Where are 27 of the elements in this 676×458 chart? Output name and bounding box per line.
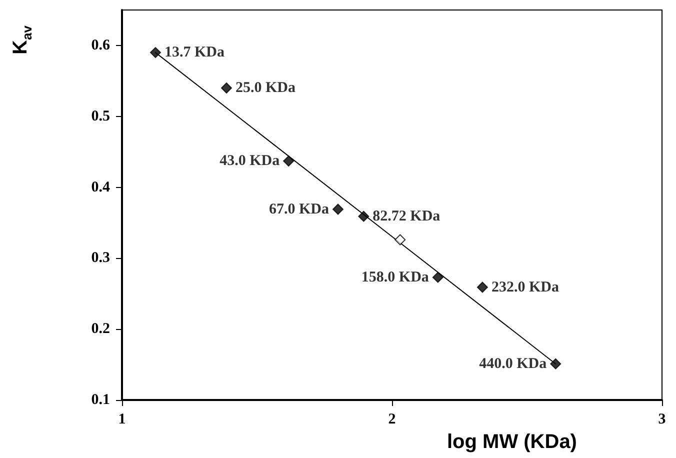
x-tick-label: 1 xyxy=(118,412,126,428)
annotation: 82.72 KDa xyxy=(372,208,441,224)
annotation: 440.0 KDa xyxy=(479,356,548,372)
x-tick-label: 2 xyxy=(388,412,396,428)
annotation: 25.0 KDa xyxy=(235,80,296,96)
annotation: 43.0 KDa xyxy=(220,153,280,170)
x-tick-label: 3 xyxy=(658,412,666,428)
annotation: 158.0 KDa xyxy=(361,269,430,286)
y-tick-label: 0.5 xyxy=(91,108,110,124)
y-tick-label: 0.2 xyxy=(91,321,110,338)
annotation: 232.0 KDa xyxy=(491,279,560,296)
annotation: 67.0 KDa xyxy=(269,201,330,218)
point xyxy=(150,47,161,58)
point xyxy=(550,358,562,370)
point xyxy=(332,204,344,215)
annotation: 13.7 KDa xyxy=(164,44,225,61)
point xyxy=(476,282,488,293)
point xyxy=(220,82,232,94)
point xyxy=(432,272,444,283)
point xyxy=(358,210,370,222)
x-axis-title: log MW (KDa) xyxy=(447,430,577,453)
point xyxy=(394,234,406,246)
y-tick-label: 0.4 xyxy=(91,179,110,196)
y-tick-label: 0.1 xyxy=(91,392,110,408)
point xyxy=(283,156,294,167)
y-tick-label: 0.6 xyxy=(91,37,110,54)
y-tick-label: 0.3 xyxy=(91,250,110,266)
